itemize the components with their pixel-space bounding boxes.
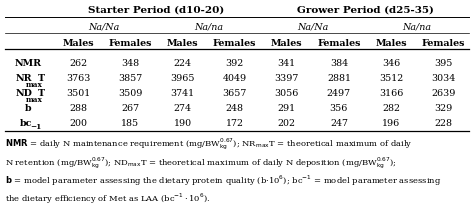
Text: NMR: NMR xyxy=(15,59,42,68)
Text: Females: Females xyxy=(317,39,361,48)
Text: 267: 267 xyxy=(121,104,139,113)
Text: Females: Females xyxy=(213,39,256,48)
Text: 3509: 3509 xyxy=(118,89,143,98)
Text: $\mathbf{b}$ = model parameter assessing the dietary protein quality (b$\cdot$10: $\mathbf{b}$ = model parameter assessing… xyxy=(5,173,441,188)
Text: 248: 248 xyxy=(226,104,244,113)
Text: 395: 395 xyxy=(434,59,452,68)
Text: 2639: 2639 xyxy=(431,89,456,98)
Text: 3512: 3512 xyxy=(379,74,403,83)
Text: 247: 247 xyxy=(330,119,348,128)
Text: 329: 329 xyxy=(434,104,452,113)
Text: Na/na: Na/na xyxy=(402,22,432,31)
Text: Starter Period (d10-20): Starter Period (d10-20) xyxy=(88,5,225,14)
Text: 172: 172 xyxy=(226,119,244,128)
Text: 3857: 3857 xyxy=(118,74,143,83)
Text: 356: 356 xyxy=(330,104,348,113)
Text: the dietary efficiency of Met as LAA (bc$^{-1}\cdot$10$^6$).: the dietary efficiency of Met as LAA (bc… xyxy=(5,192,210,206)
Text: Na/Na: Na/Na xyxy=(89,22,120,31)
Text: Grower Period (d25-35): Grower Period (d25-35) xyxy=(297,5,433,14)
Text: 288: 288 xyxy=(69,104,87,113)
Text: Males: Males xyxy=(271,39,302,48)
Text: 291: 291 xyxy=(278,104,296,113)
Text: N retention (mg/BW$_{\mathrm{kg}}^{0.67}$); ND$_{\mathrm{max}}$T = theoretical m: N retention (mg/BW$_{\mathrm{kg}}^{0.67}… xyxy=(5,155,397,171)
Text: Males: Males xyxy=(63,39,94,48)
Text: 3763: 3763 xyxy=(66,74,91,83)
Text: 3166: 3166 xyxy=(379,89,403,98)
Text: bc: bc xyxy=(20,119,32,128)
Text: 346: 346 xyxy=(382,59,400,68)
Text: 341: 341 xyxy=(278,59,296,68)
Text: 185: 185 xyxy=(121,119,139,128)
Text: Females: Females xyxy=(109,39,152,48)
Text: max: max xyxy=(26,81,43,89)
Text: Males: Males xyxy=(375,39,407,48)
Text: 2881: 2881 xyxy=(327,74,351,83)
Text: 3741: 3741 xyxy=(171,89,194,98)
Text: $\mathbf{NMR}$ = daily N maintenance requirement (mg/BW$_{\mathrm{kg}}^{0.67}$);: $\mathbf{NMR}$ = daily N maintenance req… xyxy=(5,137,412,152)
Text: ND: ND xyxy=(15,89,32,98)
Text: 3397: 3397 xyxy=(274,74,299,83)
Text: Females: Females xyxy=(421,39,465,48)
Text: 3501: 3501 xyxy=(66,89,91,98)
Text: 3965: 3965 xyxy=(170,74,195,83)
Text: 202: 202 xyxy=(278,119,296,128)
Text: Na/Na: Na/Na xyxy=(297,22,328,31)
Text: 2497: 2497 xyxy=(327,89,351,98)
Text: 190: 190 xyxy=(173,119,191,128)
Text: 4049: 4049 xyxy=(223,74,246,83)
Text: 262: 262 xyxy=(69,59,87,68)
Text: 3657: 3657 xyxy=(222,89,247,98)
Text: 196: 196 xyxy=(382,119,400,128)
Text: b: b xyxy=(25,104,32,113)
Text: 224: 224 xyxy=(173,59,191,68)
Text: 282: 282 xyxy=(382,104,400,113)
Text: 200: 200 xyxy=(69,119,87,128)
Text: T: T xyxy=(37,89,45,98)
Text: T: T xyxy=(37,74,45,83)
Text: 274: 274 xyxy=(173,104,191,113)
Text: Na/na: Na/na xyxy=(194,22,223,31)
Text: −1: −1 xyxy=(30,123,42,131)
Text: max: max xyxy=(26,96,43,104)
Text: NR: NR xyxy=(15,74,32,83)
Text: 392: 392 xyxy=(226,59,244,68)
Text: 384: 384 xyxy=(330,59,348,68)
Text: 228: 228 xyxy=(434,119,452,128)
Text: 3056: 3056 xyxy=(274,89,299,98)
Text: 348: 348 xyxy=(121,59,139,68)
Text: Males: Males xyxy=(167,39,198,48)
Text: 3034: 3034 xyxy=(431,74,456,83)
